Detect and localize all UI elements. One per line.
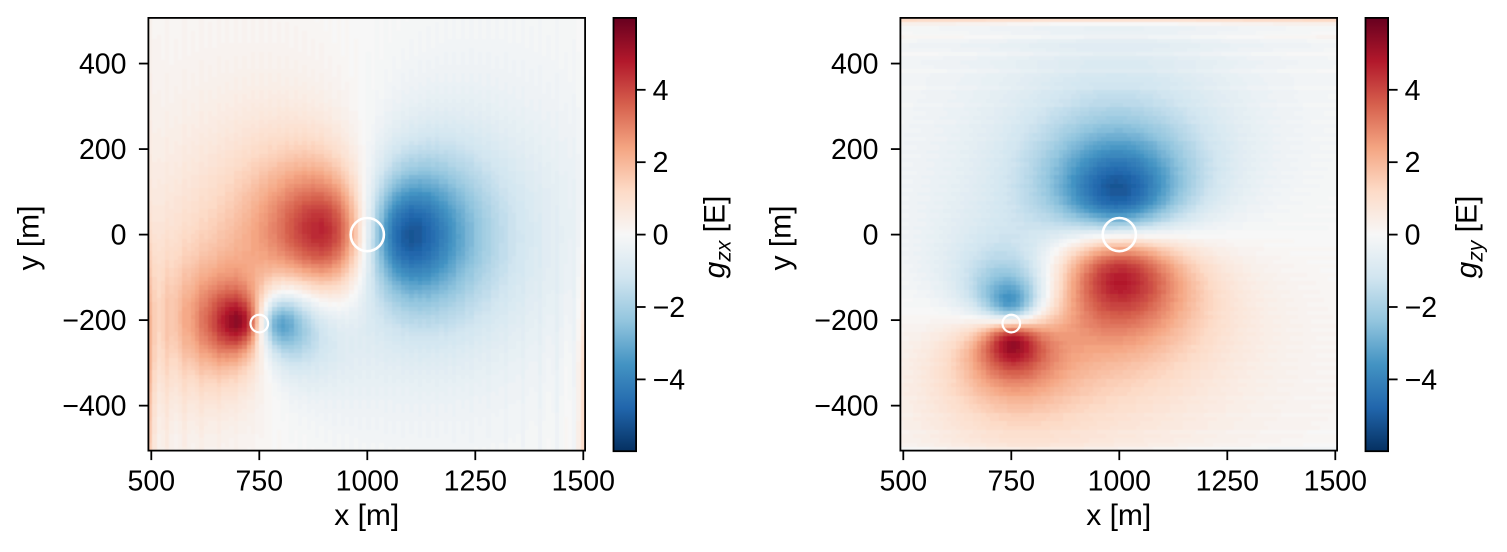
svg-text:0: 0	[863, 220, 879, 252]
svg-text:4: 4	[653, 75, 669, 107]
svg-text:500: 500	[128, 466, 176, 498]
svg-text:400: 400	[831, 49, 879, 81]
svg-text:−2: −2	[653, 292, 686, 324]
svg-text:1250: 1250	[444, 466, 507, 498]
svg-text:400: 400	[79, 49, 127, 81]
svg-text:−200: −200	[62, 305, 126, 337]
svg-text:gzy [E]: gzy [E]	[1451, 196, 1488, 279]
svg-text:−2: −2	[1405, 292, 1438, 324]
svg-text:y [m]: y [m]	[764, 206, 797, 271]
svg-text:1250: 1250	[1196, 466, 1259, 498]
svg-text:−200: −200	[814, 305, 878, 337]
svg-text:x [m]: x [m]	[334, 499, 399, 532]
svg-text:−400: −400	[814, 391, 878, 423]
svg-text:750: 750	[236, 466, 284, 498]
svg-text:−4: −4	[1405, 364, 1438, 396]
svg-text:1500: 1500	[1304, 466, 1367, 498]
svg-text:0: 0	[653, 220, 669, 252]
svg-text:2: 2	[653, 147, 669, 179]
svg-text:1500: 1500	[552, 466, 615, 498]
svg-text:−4: −4	[653, 364, 686, 396]
svg-text:2: 2	[1405, 147, 1421, 179]
svg-text:1000: 1000	[1088, 466, 1151, 498]
svg-text:4: 4	[1405, 75, 1421, 107]
svg-text:500: 500	[880, 466, 928, 498]
svg-text:y [m]: y [m]	[12, 206, 45, 271]
svg-text:750: 750	[988, 466, 1036, 498]
svg-text:0: 0	[1405, 220, 1421, 252]
svg-text:gzx [E]: gzx [E]	[699, 196, 736, 279]
svg-text:200: 200	[79, 134, 127, 166]
svg-text:1000: 1000	[336, 466, 399, 498]
svg-text:0: 0	[111, 220, 127, 252]
svg-text:−400: −400	[62, 391, 126, 423]
svg-text:200: 200	[831, 134, 879, 166]
svg-text:x [m]: x [m]	[1086, 499, 1151, 532]
